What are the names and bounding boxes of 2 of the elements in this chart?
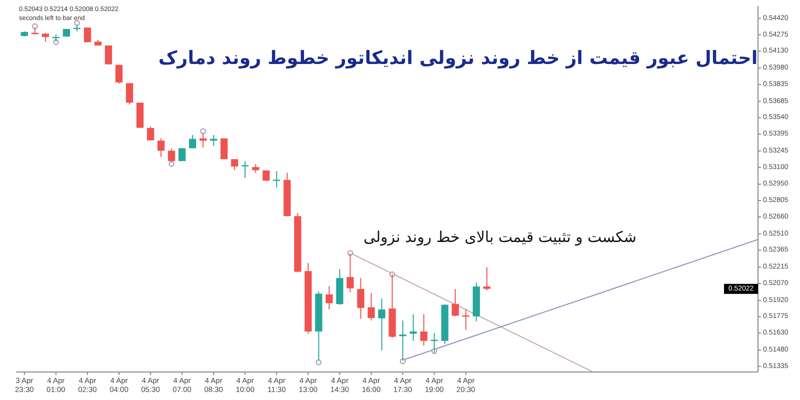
text: احتمال عبور قیمت از خط روند نزولی اندیکاتور خطوط روند دمارک — [158, 48, 758, 69]
annotation: شکست و تثبیت قیمت بالای خط روند نزولی — [363, 228, 637, 246]
